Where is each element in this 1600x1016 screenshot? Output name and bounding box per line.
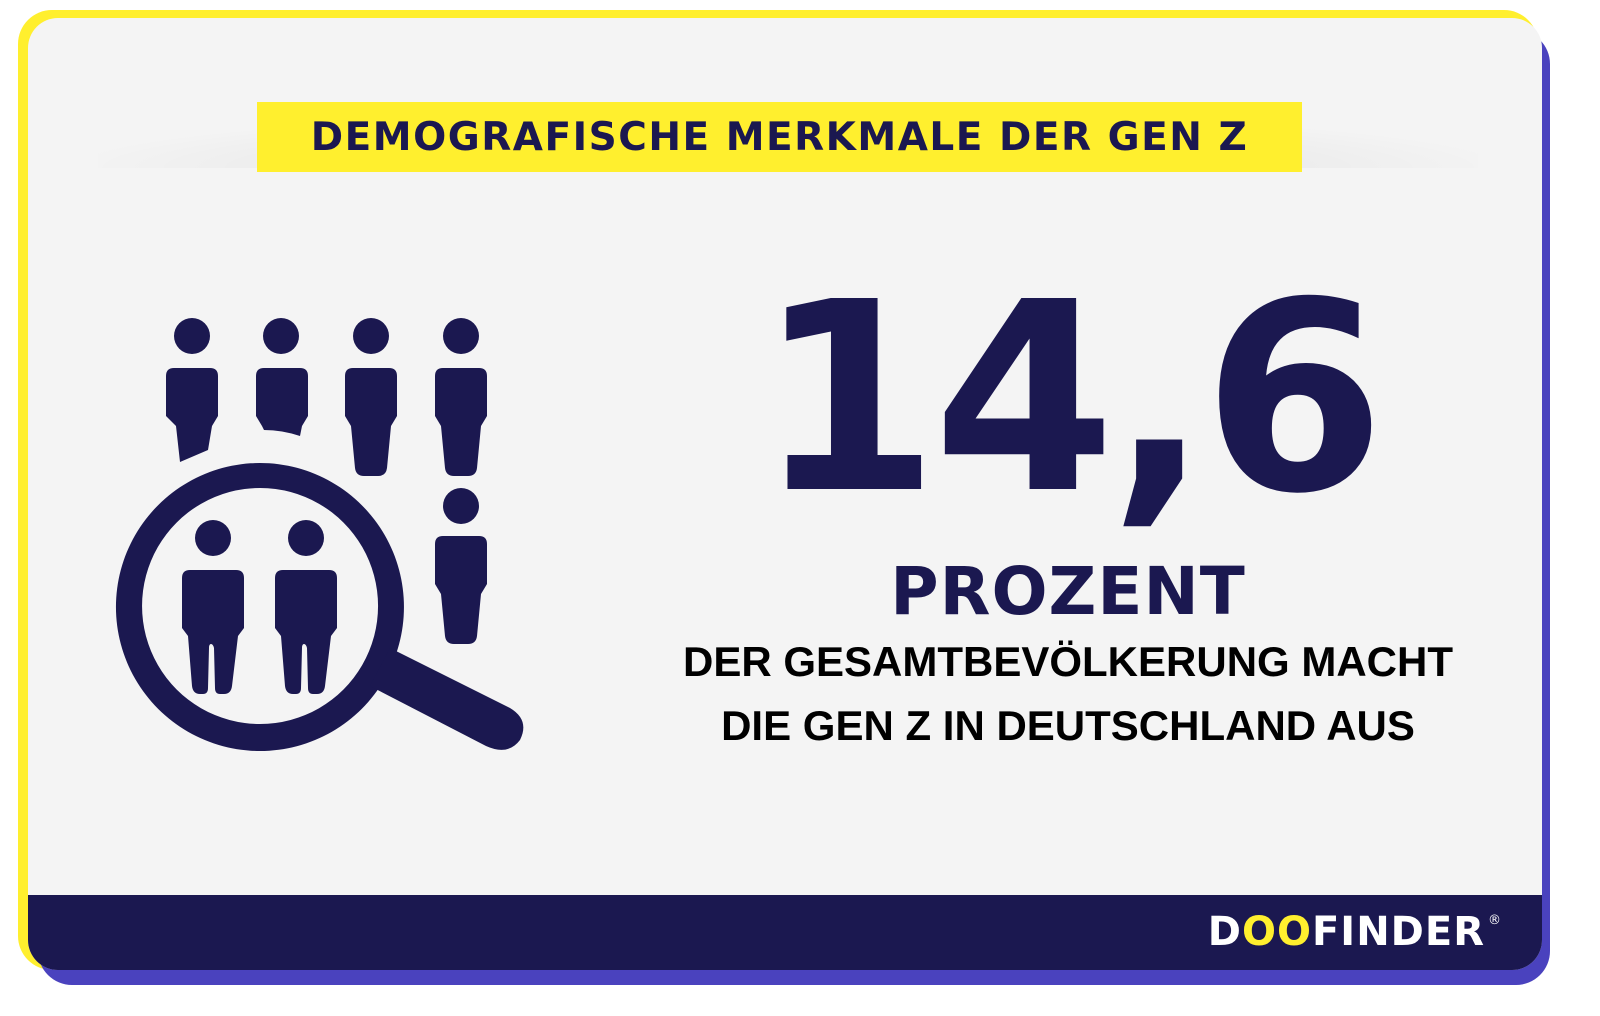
logo-infinity-oo: OO bbox=[1241, 909, 1312, 955]
people-magnifier-icon bbox=[112, 308, 532, 758]
footer-band: D OO FINDER ® bbox=[28, 895, 1542, 970]
logo-prefix: D bbox=[1207, 909, 1242, 955]
registered-mark: ® bbox=[1488, 913, 1502, 928]
infographic-card: DEMOGRAFISCHE MERKMALE DER GEN Z bbox=[28, 18, 1542, 970]
page-title: DEMOGRAFISCHE MERKMALE DER GEN Z bbox=[310, 114, 1249, 160]
statistic-description: DER GESAMTBEVÖLKERUNG MACHT DIE GEN Z IN… bbox=[588, 630, 1542, 758]
logo-suffix: FINDER bbox=[1311, 909, 1485, 955]
doofinder-logo: D OO FINDER ® bbox=[1208, 909, 1502, 955]
statistic-value: 14,6 bbox=[756, 246, 1385, 551]
description-line-1: DER GESAMTBEVÖLKERUNG MACHT bbox=[682, 638, 1453, 685]
title-banner: DEMOGRAFISCHE MERKMALE DER GEN Z bbox=[257, 102, 1302, 172]
description-line-2: DIE GEN Z IN DEUTSCHLAND AUS bbox=[721, 702, 1415, 749]
statistic-unit: PROZENT bbox=[890, 553, 1246, 630]
